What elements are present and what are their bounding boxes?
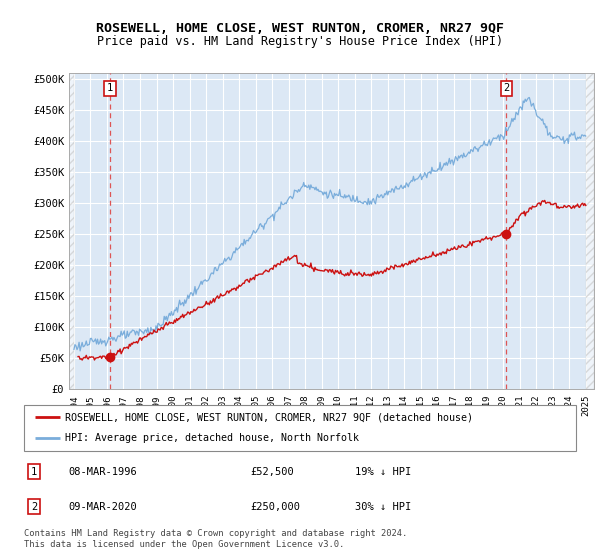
Text: 2: 2 (503, 83, 509, 94)
Text: £52,500: £52,500 (250, 467, 294, 477)
Text: Price paid vs. HM Land Registry's House Price Index (HPI): Price paid vs. HM Land Registry's House … (97, 35, 503, 48)
Bar (69, 73, 74, 389)
Text: 08-MAR-1996: 08-MAR-1996 (68, 467, 137, 477)
Text: 09-MAR-2020: 09-MAR-2020 (68, 502, 137, 512)
Text: 1: 1 (31, 467, 37, 477)
Text: Contains HM Land Registry data © Crown copyright and database right 2024.
This d: Contains HM Land Registry data © Crown c… (24, 529, 407, 549)
Text: 19% ↓ HPI: 19% ↓ HPI (355, 467, 412, 477)
Text: ROSEWELL, HOME CLOSE, WEST RUNTON, CROMER, NR27 9QF (detached house): ROSEWELL, HOME CLOSE, WEST RUNTON, CROME… (65, 412, 473, 422)
Text: ROSEWELL, HOME CLOSE, WEST RUNTON, CROMER, NR27 9QF: ROSEWELL, HOME CLOSE, WEST RUNTON, CROME… (96, 22, 504, 35)
Bar (586, 73, 594, 389)
FancyBboxPatch shape (24, 405, 576, 451)
Text: 30% ↓ HPI: 30% ↓ HPI (355, 502, 412, 512)
Text: HPI: Average price, detached house, North Norfolk: HPI: Average price, detached house, Nort… (65, 433, 359, 444)
Text: 2: 2 (31, 502, 37, 512)
Text: £250,000: £250,000 (250, 502, 301, 512)
Text: 1: 1 (107, 83, 113, 94)
